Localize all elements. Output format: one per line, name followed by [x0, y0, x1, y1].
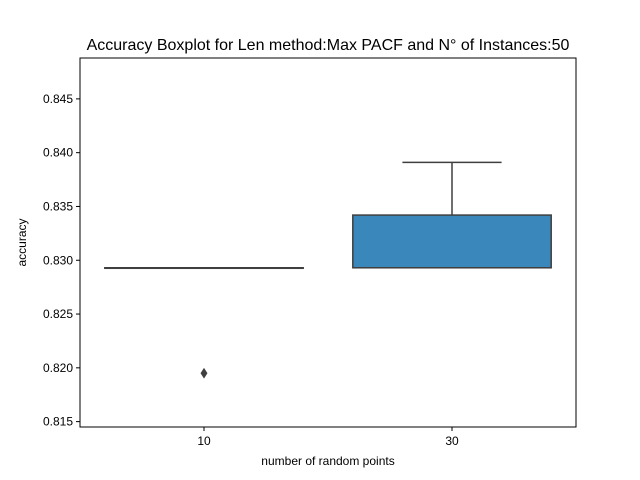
y-axis-label: accuracy [15, 218, 29, 266]
axes-frame [79, 57, 577, 428]
y-tick-label: 0.825 [43, 307, 73, 321]
box-iqr [352, 214, 552, 269]
y-tick-label: 0.840 [43, 146, 73, 160]
x-tick-label: 10 [197, 434, 211, 448]
outlier-point [200, 367, 208, 379]
x-tick-label: 30 [445, 434, 459, 448]
box-group-10 [104, 267, 304, 379]
x-axis-label: number of random points [261, 454, 394, 468]
y-tick-label: 0.815 [43, 415, 73, 429]
box-group-30 [352, 161, 552, 269]
y-tick-label: 0.835 [43, 199, 73, 213]
y-tick-label: 0.820 [43, 361, 73, 375]
y-tick-label: 0.845 [43, 92, 73, 106]
chart-title: Accuracy Boxplot for Len method:Max PACF… [87, 37, 570, 54]
y-tick-label: 0.830 [43, 253, 73, 267]
